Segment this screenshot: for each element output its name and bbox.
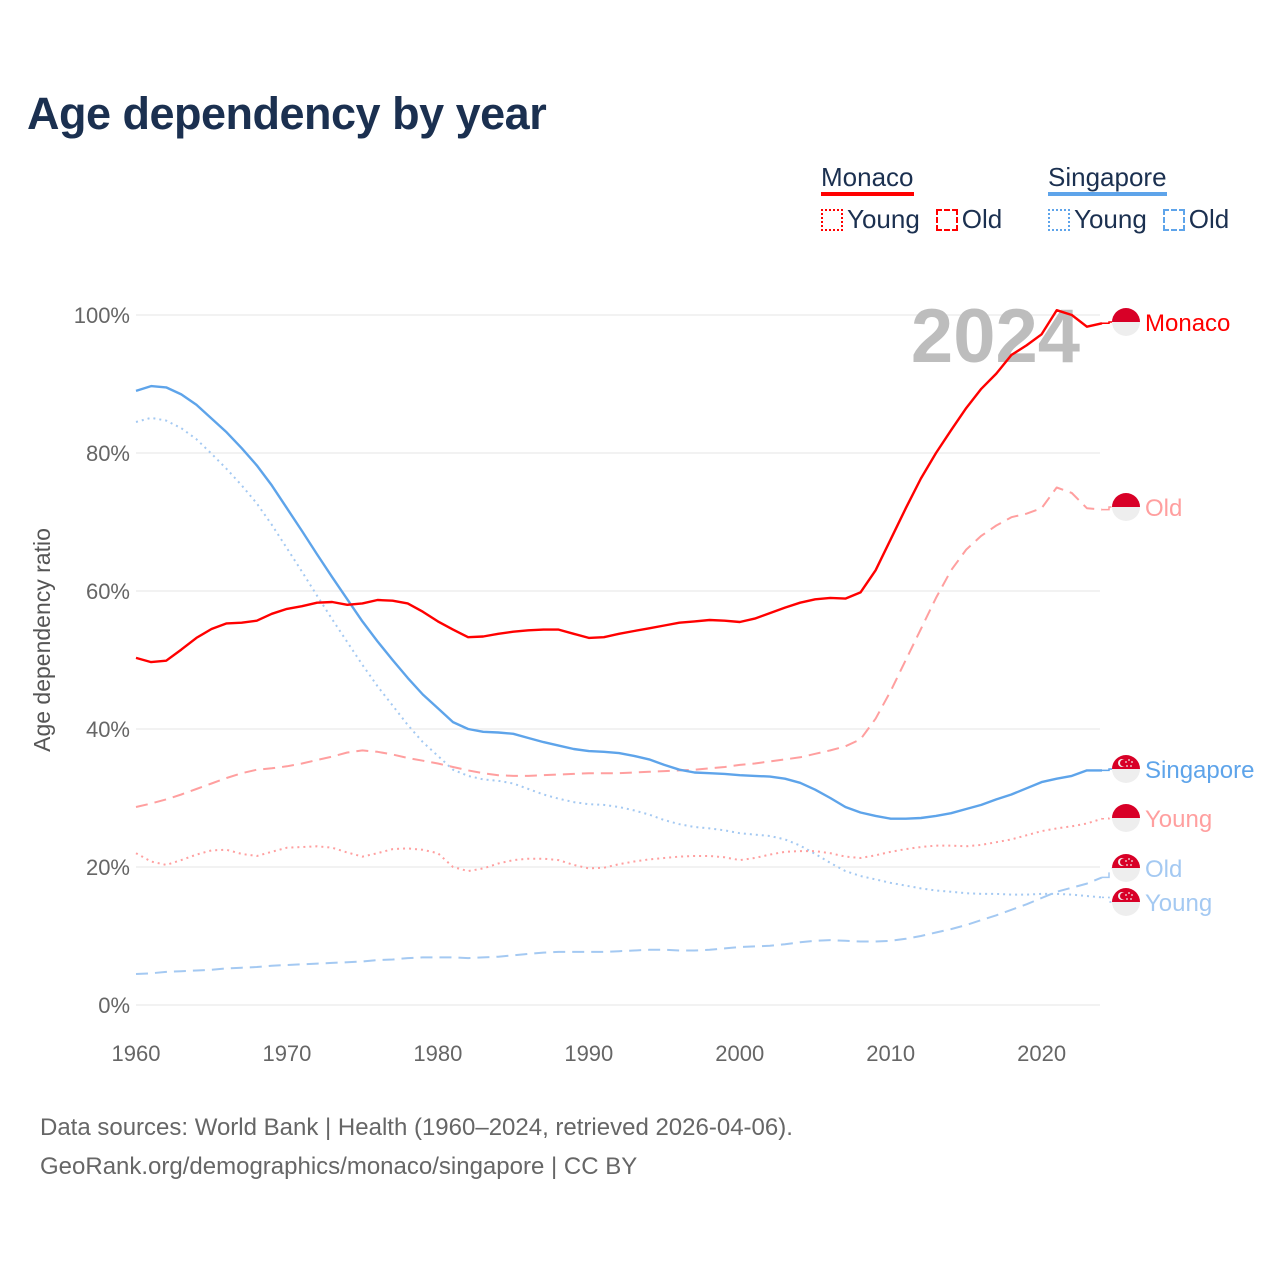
label-connector: [1102, 817, 1112, 820]
flag-monaco-icon: [1112, 804, 1140, 832]
x-tick-label: 1970: [262, 1041, 311, 1066]
dashed-swatch-icon: [935, 208, 958, 231]
series-line-monaco-young: [135, 817, 1103, 873]
dotted-swatch-icon: [1048, 208, 1070, 231]
legend-label: Old: [1188, 204, 1230, 234]
y-tick-label: 20%: [86, 855, 130, 880]
legend-item-singapore-young[interactable]: Young: [1048, 204, 1147, 235]
end-label-monaco-old: Old: [1145, 495, 1182, 522]
x-tick-label: 1960: [112, 1041, 161, 1066]
flag-monaco-icon: [1112, 493, 1140, 521]
label-connector: [1102, 321, 1112, 325]
y-tick-label: 100%: [74, 303, 130, 328]
legend-country-singapore[interactable]: Singapore: [1048, 162, 1167, 196]
end-label-singapore-total: Singapore: [1145, 757, 1254, 784]
legend-group-singapore: Singapore Young Old: [1048, 162, 1229, 235]
y-axis-label: Age dependency ratio: [29, 528, 55, 752]
flag-singapore-icon: [1112, 854, 1140, 882]
legend-label: Young: [847, 204, 920, 234]
label-connector: [1102, 896, 1112, 903]
flag-monaco-icon: [1112, 308, 1140, 336]
x-tick-label: 1990: [564, 1041, 613, 1066]
label-connector: [1102, 506, 1112, 511]
x-tick-label: 2010: [866, 1041, 915, 1066]
data-source-text: Data sources: World Bank | Health (1960–…: [40, 1114, 793, 1141]
y-tick-label: 80%: [86, 441, 130, 466]
y-tick-label: 60%: [86, 579, 130, 604]
series-line-singapore-old: [135, 876, 1103, 975]
legend-label: Young: [1074, 204, 1147, 234]
y-tick-label: 0%: [98, 993, 130, 1018]
y-tick-label: 40%: [86, 717, 130, 742]
legend-country-monaco[interactable]: Monaco: [821, 162, 914, 196]
legend-item-singapore-old[interactable]: Old: [1162, 204, 1230, 235]
series-line-monaco-total: [135, 309, 1103, 664]
series-line-singapore-young: [135, 416, 1103, 899]
legend-group-monaco: Monaco Young Old: [821, 162, 1002, 235]
flag-singapore-icon: [1112, 888, 1140, 916]
end-label-monaco-total: Monaco: [1145, 310, 1230, 337]
legend-item-monaco-old[interactable]: Old: [935, 204, 1003, 235]
legend-label: Old: [961, 204, 1003, 234]
x-tick-label: 2000: [715, 1041, 764, 1066]
dashed-swatch-icon: [1162, 208, 1185, 231]
end-label-monaco-young: Young: [1145, 806, 1212, 833]
series-line-monaco-old: [135, 486, 1103, 808]
year-watermark: 2024: [911, 294, 1080, 379]
end-label-singapore-young: Young: [1145, 890, 1212, 917]
label-connector: [1102, 768, 1112, 772]
flag-singapore-icon: [1112, 755, 1140, 783]
end-label-singapore-old: Old: [1145, 856, 1182, 883]
chart-title: Age dependency by year: [27, 88, 547, 139]
legend-item-monaco-young[interactable]: Young: [821, 204, 920, 235]
series-line-singapore-total: [135, 384, 1102, 820]
dotted-swatch-icon: [821, 208, 843, 231]
attribution-link[interactable]: GeoRank.org/demographics/monaco/singapor…: [40, 1153, 638, 1180]
x-tick-label: 1980: [413, 1041, 462, 1066]
footer: Data sources: World Bank | Health (1960–…: [40, 1108, 793, 1186]
label-connector: [1102, 867, 1112, 879]
x-tick-label: 2020: [1017, 1041, 1066, 1066]
